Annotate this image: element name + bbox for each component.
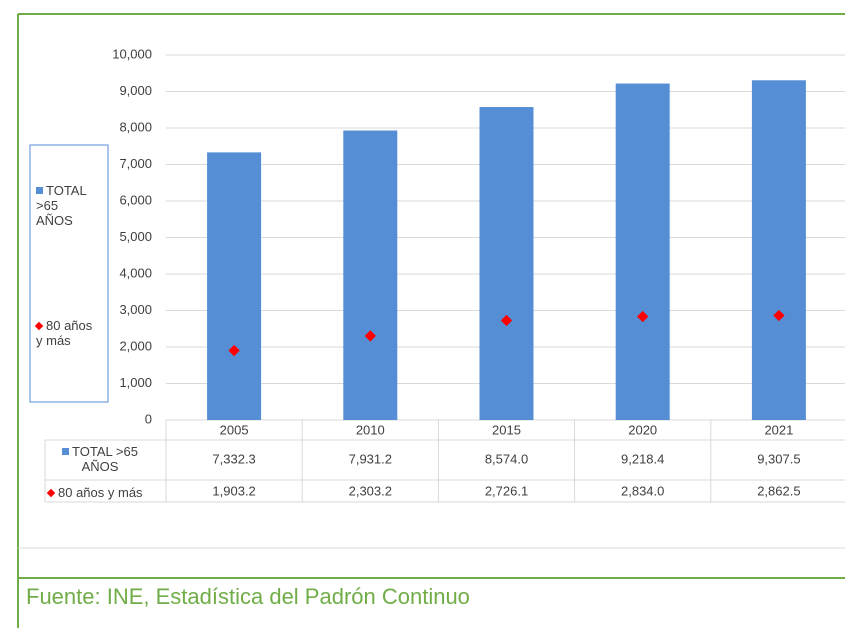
table-value: 9,218.4 [621,451,664,466]
diamond-marker [773,309,785,322]
table-row-label-text: 80 años y más [58,485,143,500]
x-tick-label: 2021 [764,422,793,437]
legend-marker [36,187,43,194]
table-value: 7,332.3 [212,451,255,466]
x-tick-label: 2005 [220,422,249,437]
y-tick-label: 7,000 [119,156,152,171]
y-tick-label: 5,000 [119,229,152,244]
table-value: 2,834.0 [621,483,664,498]
x-tick-label: 2020 [628,422,657,437]
source: Fuente: INE, Estadística del Padrón Cont… [26,584,470,609]
legend-label: 80 años y más [34,318,102,348]
table-row-label: TOTAL >65 AÑOS [50,444,150,474]
y-tick-label: 10,000 [112,46,152,61]
diamond-marker [500,314,513,327]
legend-marker [46,488,56,498]
y-tick-label: 2,000 [119,338,152,353]
legend-label: TOTAL >65 AÑOS [36,183,96,228]
y-tick-label: 6,000 [119,192,152,207]
y-tick-label: 3,000 [119,302,152,317]
table-value: 9,307.5 [757,451,800,466]
bar [615,83,670,421]
table-value: 1,903.2 [212,483,255,498]
table-value: 2,862.5 [757,483,800,498]
y-tick-label: 1,000 [119,375,152,390]
legend-box [29,144,109,403]
bar [751,80,806,421]
diamond-marker [637,310,649,323]
legend-marker [34,321,44,331]
table-row-label-text: TOTAL >65 AÑOS [72,444,138,474]
y-tick-label: 8,000 [119,119,152,134]
diamond-marker [364,330,376,342]
bar [207,152,262,421]
y-tick-label: 9,000 [119,83,152,98]
legend-label-text: TOTAL >65 AÑOS [36,183,87,228]
bar [479,107,534,420]
legend-marker [62,448,70,455]
table-value: 2,726.1 [485,483,528,498]
table-row-label: 80 años y más [46,485,168,500]
x-tick-label: 2015 [492,422,521,437]
y-tick-label: 4,000 [119,265,152,280]
table-value: 8,574.0 [485,451,528,466]
diamond-marker [228,344,240,357]
x-tick-label: 2010 [356,422,385,437]
table-value: 7,931.2 [349,451,392,466]
table-value: 2,303.2 [349,483,392,498]
bar [343,130,398,420]
legend-label-text: 80 años y más [36,318,93,348]
y-tick-label: 0 [145,411,152,426]
